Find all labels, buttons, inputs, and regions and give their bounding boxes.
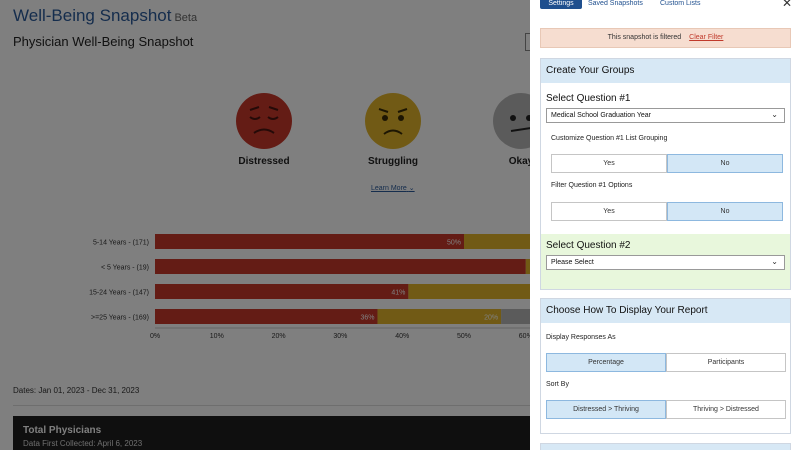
filter-options-label: Filter Question #1 Options bbox=[551, 182, 633, 189]
tab-custom-lists[interactable]: Custom Lists bbox=[660, 0, 701, 7]
question-2-select[interactable]: Please Select ⌄ bbox=[546, 255, 785, 270]
create-groups-title: Create Your Groups bbox=[541, 59, 790, 83]
filter-options-toggle: Yes No bbox=[551, 202, 783, 221]
question-1-value: Medical School Graduation Year bbox=[551, 112, 652, 119]
tab-settings[interactable]: Settings bbox=[540, 0, 582, 9]
customize-no-button[interactable]: No bbox=[667, 154, 783, 173]
close-icon[interactable]: ✕ bbox=[782, 0, 793, 10]
display-responses-toggle: Percentage Participants bbox=[546, 353, 786, 372]
report-page: Well-Being SnapshotBeta Physician Well-B… bbox=[0, 0, 530, 450]
display-report-title: Choose How To Display Your Report bbox=[541, 299, 790, 323]
customize-yes-button[interactable]: Yes bbox=[551, 154, 667, 173]
filter-text: This snapshot is filtered bbox=[607, 34, 682, 41]
customize-grouping-toggle: Yes No bbox=[551, 154, 783, 173]
display-responses-label: Display Responses As bbox=[546, 334, 616, 341]
filter-banner: This snapshot is filtered Clear Filter bbox=[540, 28, 791, 48]
chevron-down-icon: ⌄ bbox=[771, 110, 778, 119]
filter-no-button[interactable]: No bbox=[667, 202, 783, 221]
percentage-button[interactable]: Percentage bbox=[546, 353, 666, 372]
display-report-card: Choose How To Display Your Report Displa… bbox=[540, 298, 791, 434]
chevron-down-icon: ⌄ bbox=[771, 257, 778, 266]
sort-by-label: Sort By bbox=[546, 381, 569, 388]
sort-thriving-first-button[interactable]: Thriving > Distressed bbox=[666, 400, 786, 419]
participants-button[interactable]: Participants bbox=[666, 353, 786, 372]
settings-drawer: Settings Saved Snapshots Custom Lists ✕ … bbox=[530, 0, 800, 450]
question-1-select[interactable]: Medical School Graduation Year ⌄ bbox=[546, 108, 785, 123]
question-1-label: Select Question #1 bbox=[546, 93, 631, 104]
tab-saved-snapshots[interactable]: Saved Snapshots bbox=[588, 0, 643, 7]
next-section-card bbox=[540, 443, 791, 450]
sort-distressed-first-button[interactable]: Distressed > Thriving bbox=[546, 400, 666, 419]
modal-overlay[interactable] bbox=[0, 0, 530, 450]
question-2-value: Please Select bbox=[551, 259, 594, 266]
create-groups-card: Create Your Groups Select Question #1 Me… bbox=[540, 58, 791, 290]
sort-by-toggle: Distressed > Thriving Thriving > Distres… bbox=[546, 400, 786, 419]
filter-yes-button[interactable]: Yes bbox=[551, 202, 667, 221]
question-2-label: Select Question #2 bbox=[546, 240, 631, 251]
clear-filter-link[interactable]: Clear Filter bbox=[689, 34, 724, 41]
customize-grouping-label: Customize Question #1 List Grouping bbox=[551, 135, 668, 142]
